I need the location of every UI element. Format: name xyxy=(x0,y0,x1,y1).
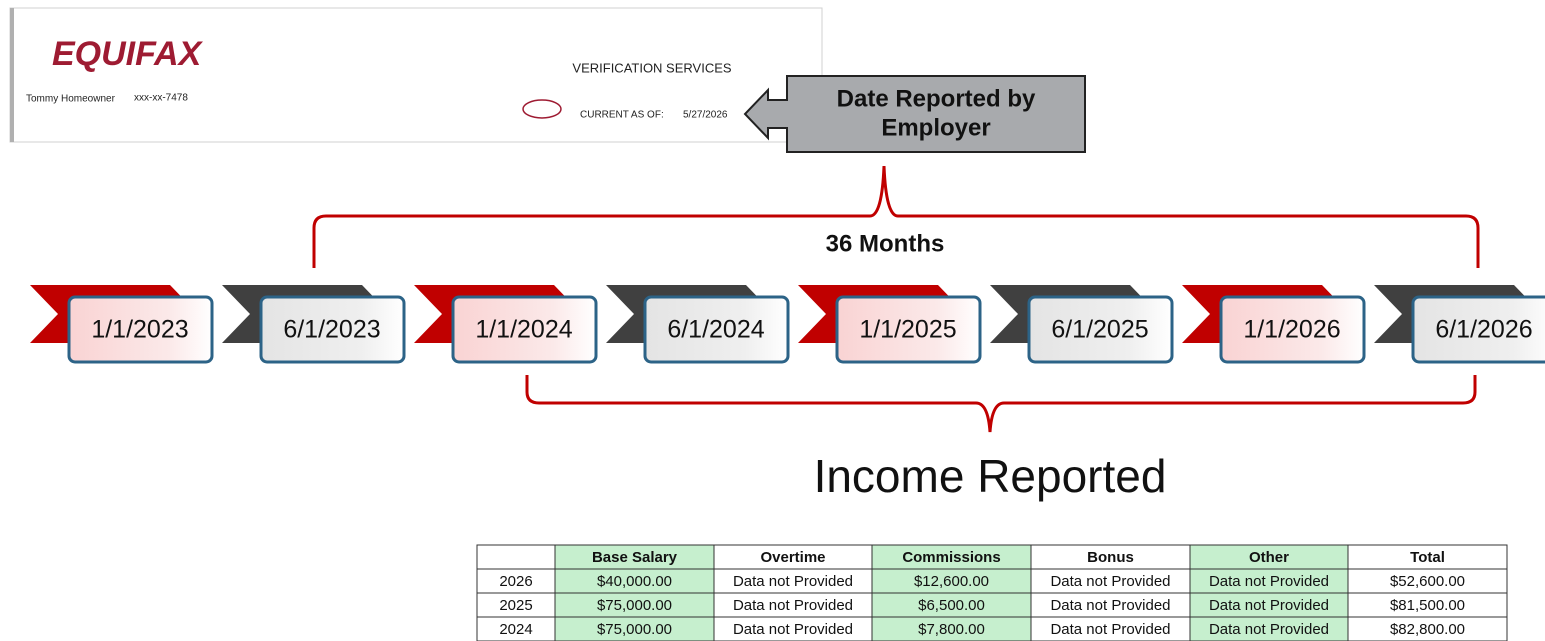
date-label: 1/1/2023 xyxy=(91,316,188,344)
cell-text: $40,000.00 xyxy=(597,573,672,590)
date-label: 6/1/2024 xyxy=(667,316,764,344)
span-label: 36 Months xyxy=(826,230,945,257)
cell-text: 2025 xyxy=(499,597,532,614)
column-header: Other xyxy=(1249,549,1289,566)
cell-text: Data not Provided xyxy=(733,621,853,638)
cell-text: Data not Provided xyxy=(1050,621,1170,638)
date-box xyxy=(1219,295,1366,364)
brace xyxy=(312,165,1480,268)
header-edge xyxy=(10,8,14,142)
column-header: Bonus xyxy=(1087,549,1134,566)
cell-text: $82,800.00 xyxy=(1390,621,1465,638)
table-cell xyxy=(713,616,873,641)
income-title: Income Reported xyxy=(814,450,1167,502)
callout-text: Employer xyxy=(881,114,990,141)
date-label: 1/1/2025 xyxy=(859,316,956,344)
table-cell xyxy=(1347,568,1508,594)
date-box xyxy=(259,295,406,364)
cell-text: $75,000.00 xyxy=(597,621,672,638)
table-cell xyxy=(1030,568,1191,594)
table-cell xyxy=(476,616,556,641)
brace xyxy=(525,375,1477,433)
table-cell xyxy=(1189,568,1349,594)
date-box xyxy=(1411,295,1545,364)
report-header xyxy=(9,7,823,143)
column-header: Overtime xyxy=(760,549,825,566)
column-header: Total xyxy=(1410,549,1445,566)
cell-text: 2026 xyxy=(499,573,532,590)
cell-text: Data not Provided xyxy=(1209,597,1329,614)
table-cell xyxy=(1189,592,1349,618)
cell-text: Data not Provided xyxy=(1050,597,1170,614)
work-number-logo xyxy=(522,99,562,119)
date-label: 6/1/2026 xyxy=(1435,316,1532,344)
table-cell xyxy=(554,568,715,594)
cell-text: $81,500.00 xyxy=(1390,597,1465,614)
callout xyxy=(743,75,1086,153)
employee-ssn: xxx-xx-7478 xyxy=(134,93,188,104)
employee-name: Tommy Homeowner xyxy=(26,94,116,105)
cell-text: 2024 xyxy=(499,621,532,638)
table-cell xyxy=(554,592,715,618)
current-date: 5/27/2026 xyxy=(683,110,728,121)
table-cell xyxy=(1347,616,1508,641)
cell-text: $6,500.00 xyxy=(918,597,985,614)
date-label: 6/1/2025 xyxy=(1051,316,1148,344)
date-box xyxy=(1027,295,1174,364)
cell-text: $7,800.00 xyxy=(918,621,985,638)
table-cell xyxy=(476,568,556,594)
date-label: 1/1/2026 xyxy=(1243,316,1340,344)
cell-text: Data not Provided xyxy=(733,573,853,590)
table-cell xyxy=(476,592,556,618)
table-cell xyxy=(713,592,873,618)
table-cell xyxy=(1030,544,1191,570)
table-cell xyxy=(1189,544,1349,570)
cell-text: $52,600.00 xyxy=(1390,573,1465,590)
column-header: Base Salary xyxy=(592,549,678,566)
logo: EQUIFAX xyxy=(52,35,204,73)
income-table: Base Salary Overtime Commissions Bonus Other… xyxy=(476,544,1508,641)
callout-text: Date Reported by xyxy=(837,85,1036,112)
table-cell xyxy=(476,544,556,570)
cell-text: Data not Provided xyxy=(1209,573,1329,590)
table-cell xyxy=(713,544,873,570)
column-header: Commissions xyxy=(902,549,1000,566)
current-label: CURRENT AS OF: xyxy=(580,110,664,121)
date-box xyxy=(451,295,598,364)
cell-text: Data not Provided xyxy=(733,597,853,614)
cell-text: $12,600.00 xyxy=(914,573,989,590)
date-box xyxy=(643,295,790,364)
timeline: 1/1/2023 6/1/2023 1/1/2024 6/1/2024 1/1/2025… xyxy=(30,285,1545,364)
service-title: VERIFICATION SERVICES xyxy=(572,60,731,75)
table-cell xyxy=(871,544,1032,570)
date-box xyxy=(835,295,982,364)
date-label: 1/1/2024 xyxy=(475,316,572,344)
table-cell xyxy=(713,568,873,594)
date-label: 6/1/2023 xyxy=(283,316,380,344)
cell-text: $75,000.00 xyxy=(597,597,672,614)
cell-text: Data not Provided xyxy=(1209,621,1329,638)
table-cell xyxy=(1347,592,1508,618)
date-box xyxy=(67,295,214,364)
table-cell xyxy=(1347,544,1508,570)
cell-text: Data not Provided xyxy=(1050,573,1170,590)
